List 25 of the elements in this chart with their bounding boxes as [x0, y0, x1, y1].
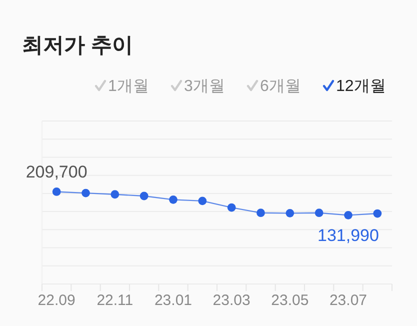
x-tick-label: 22.09: [38, 292, 76, 309]
text: 3개월: [184, 78, 225, 95]
x-tick-label: 23.01: [154, 292, 192, 309]
point: [198, 196, 207, 206]
text: 1개월: [108, 78, 149, 95]
point: [82, 188, 90, 198]
chart-title: 최저가 추이: [22, 34, 133, 57]
data-label: 209,700: [26, 162, 88, 182]
x-tick-label: 23.05: [271, 292, 309, 309]
x-tick-label: 22.11: [96, 292, 134, 309]
point: [286, 208, 294, 218]
point: [314, 208, 324, 218]
point: [169, 195, 178, 204]
text: 12개월: [336, 78, 386, 95]
point: [140, 192, 148, 200]
text: 6개월: [260, 78, 301, 95]
point: [373, 209, 382, 218]
data-label: 131,990: [318, 226, 379, 246]
point: [227, 203, 236, 212]
x-tick-label: 23.07: [329, 292, 368, 309]
point: [110, 190, 120, 199]
point: [344, 210, 352, 220]
x-tick-label: 23.03: [212, 292, 250, 309]
point: [52, 188, 61, 196]
point: [256, 208, 265, 218]
